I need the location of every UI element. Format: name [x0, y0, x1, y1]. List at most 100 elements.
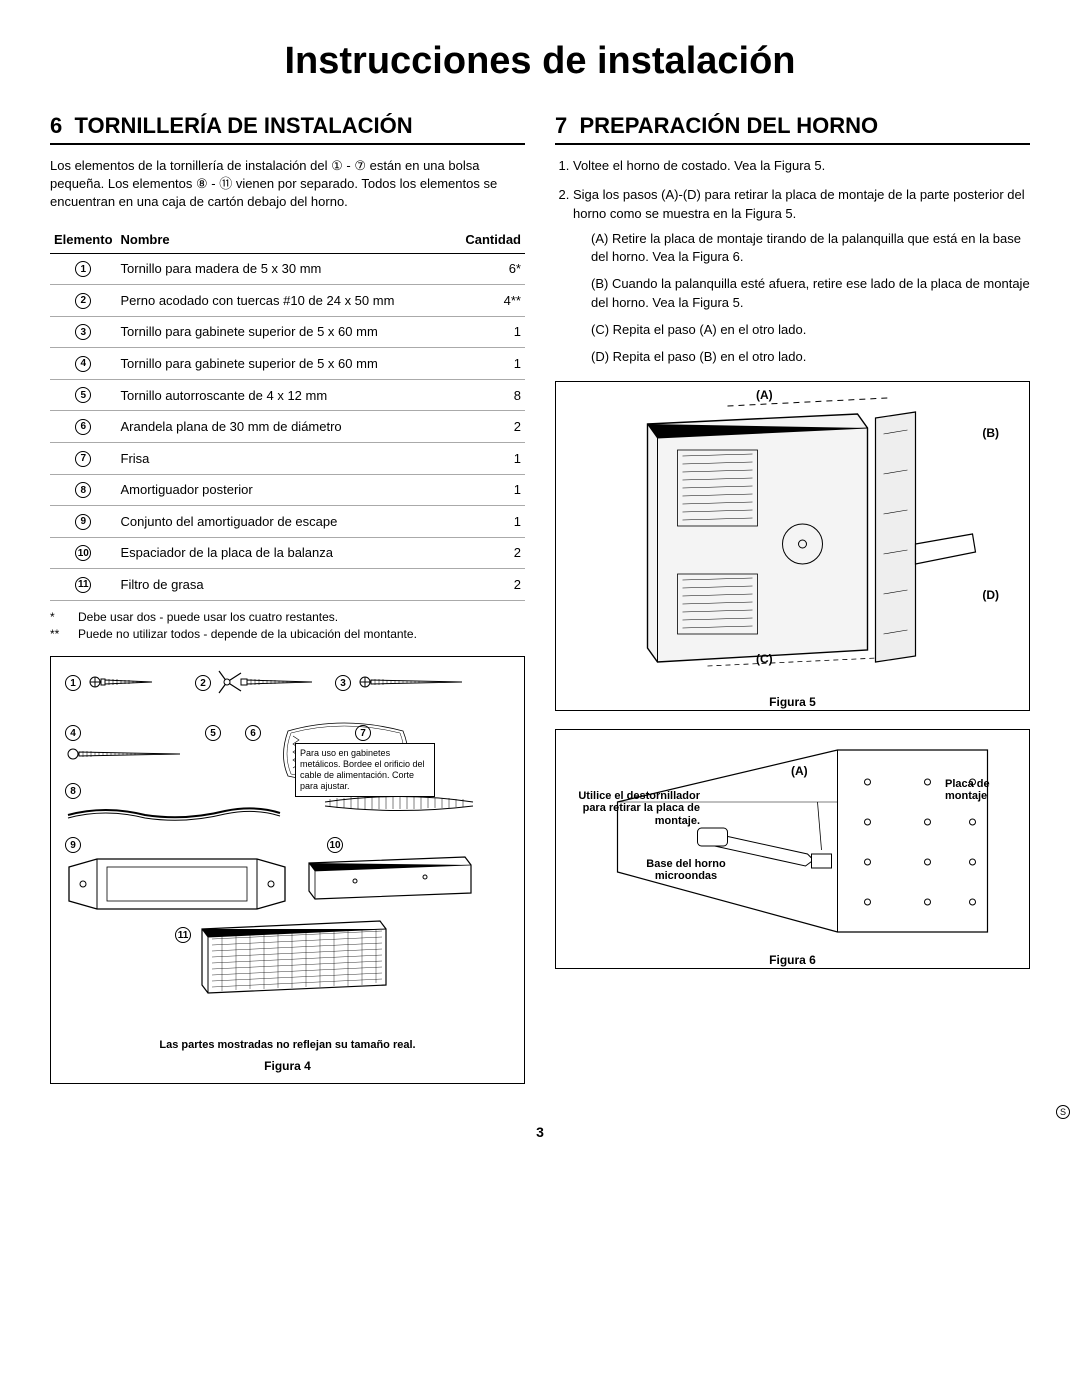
- cell-cantidad: 8: [450, 379, 525, 411]
- label-11: 11: [175, 927, 191, 943]
- table-row: 3Tornillo para gabinete superior de 5 x …: [50, 316, 525, 348]
- cell-cantidad: 1: [450, 474, 525, 506]
- table-row: 6 Arandela plana de 30 mm de diámetro2: [50, 411, 525, 443]
- cell-nombre: Filtro de grasa: [117, 569, 450, 601]
- wood-screw-icon: [87, 671, 157, 693]
- section-7-title: PREPARACIÓN DEL HORNO: [579, 113, 878, 138]
- table-row: 7Frisa1: [50, 442, 525, 474]
- step-1: Voltee el horno de costado. Vea la Figur…: [573, 157, 1030, 176]
- circled-number-icon: 4: [75, 356, 91, 372]
- label-8: 8: [65, 783, 81, 799]
- rear-damper-icon: [65, 801, 285, 825]
- page-number: 3: [50, 1124, 1030, 1140]
- fn2-text: Puede no utilizar todos - depende de la …: [78, 626, 417, 643]
- cell-cantidad: 1: [450, 348, 525, 380]
- table-row: 10Espaciador de la placa de la balanza2: [50, 537, 525, 569]
- fig5-label-b: (B): [982, 426, 999, 440]
- cell-elemento: 11: [50, 569, 117, 601]
- fig6-label-a: (A): [791, 764, 808, 778]
- step-2: Siga los pasos (A)-(D) para retirar la p…: [573, 186, 1030, 367]
- footnote-1: * Debe usar dos - puede usar los cuatro …: [50, 609, 525, 626]
- table-row: 4 Tornillo para gabinete superior de 5 x …: [50, 348, 525, 380]
- cell-elemento: 3: [50, 316, 117, 348]
- cell-nombre: Arandela plana de 30 mm de diámetro: [117, 411, 450, 443]
- cell-elemento: 5: [50, 379, 117, 411]
- fig5-caption: Figura 5: [568, 695, 1017, 709]
- section-6-title: TORNILLERÍA DE INSTALACIÓN: [74, 113, 412, 138]
- cell-elemento: 8: [50, 474, 117, 506]
- circled-number-icon: 11: [75, 577, 91, 593]
- grommet-strip-icon: [325, 793, 475, 811]
- cabinet-screw-2-icon: [65, 743, 185, 765]
- section-6-heading: 6 TORNILLERÍA DE INSTALACIÓN: [50, 113, 525, 145]
- circled-number-icon: 6: [75, 419, 91, 435]
- cell-nombre: Perno acodado con tuercas #10 de 24 x 50…: [117, 285, 450, 317]
- cell-nombre: Tornillo autorroscante de 4 x 12 mm: [117, 379, 450, 411]
- cell-nombre: Amortiguador posterior: [117, 474, 450, 506]
- cell-nombre: Conjunto del amortiguador de escape: [117, 506, 450, 538]
- spacer-plate-icon: [305, 855, 475, 903]
- circled-number-icon: 7: [75, 451, 91, 467]
- label-9: 9: [65, 837, 81, 853]
- cell-nombre: Tornillo para madera de 5 x 30 mm: [117, 253, 450, 285]
- grease-filter-icon: [200, 919, 390, 997]
- label-5: 5: [205, 725, 221, 741]
- cell-elemento: 10: [50, 537, 117, 569]
- figure-5-box: (A) (B) (D) (C) Figura 5: [555, 381, 1030, 711]
- cell-cantidad: 2: [450, 411, 525, 443]
- circled-number-icon: 1: [75, 261, 91, 277]
- table-row: 8 Amortiguador posterior1: [50, 474, 525, 506]
- section-7-number: 7: [555, 113, 567, 138]
- fig6-label-plate: Placa de montaje: [945, 778, 1015, 803]
- label-10: 10: [327, 837, 343, 853]
- figure-4-box: 1 2 3: [50, 656, 525, 1084]
- substeps: (A) Retire la placa de montaje tirando d…: [591, 230, 1030, 367]
- cabinet-screw-icon: [357, 671, 467, 693]
- th-cantidad: Cantidad: [450, 226, 525, 254]
- left-column: 6 TORNILLERÍA DE INSTALACIÓN Los element…: [50, 113, 525, 1084]
- cell-cantidad: 4**: [450, 285, 525, 317]
- fig5-illustration: [568, 394, 1017, 684]
- page-title: Instrucciones de instalación: [50, 40, 1030, 83]
- cell-cantidad: 1: [450, 442, 525, 474]
- section-7-heading: 7 PREPARACIÓN DEL HORNO: [555, 113, 1030, 145]
- cell-elemento: 7: [50, 442, 117, 474]
- label-4: 4: [65, 725, 81, 741]
- footnotes: * Debe usar dos - puede usar los cuatro …: [50, 609, 525, 643]
- fig6-label-screwdriver: Utilice el destornillador para retirar l…: [570, 790, 700, 828]
- th-elemento: Elemento: [50, 226, 117, 254]
- cell-elemento: 4: [50, 348, 117, 380]
- circled-number-icon: 9: [75, 514, 91, 530]
- circled-number-icon: 3: [75, 324, 91, 340]
- cell-nombre: Espaciador de la placa de la balanza: [117, 537, 450, 569]
- cell-elemento: 6: [50, 411, 117, 443]
- fn1-mark: *: [50, 609, 68, 626]
- fig6-label-base: Base del horno microondas: [631, 858, 741, 883]
- steps-list: Voltee el horno de costado. Vea la Figur…: [555, 157, 1030, 367]
- figure-6-box: (A) Utilice el destornillador para retir…: [555, 729, 1030, 969]
- label-2: 2: [195, 675, 211, 691]
- corner-s-mark: S: [1056, 1105, 1070, 1119]
- two-column-layout: 6 TORNILLERÍA DE INSTALACIÓN Los element…: [50, 113, 1030, 1084]
- fn2-mark: **: [50, 626, 68, 643]
- section-6-number: 6: [50, 113, 62, 138]
- circled-number-icon: 5: [75, 387, 91, 403]
- toggle-bolt-icon: [217, 665, 317, 699]
- circled-number-icon: 8: [75, 482, 91, 498]
- table-row: 1 Tornillo para madera de 5 x 30 mm6*: [50, 253, 525, 285]
- cell-nombre: Tornillo para gabinete superior de 5 x 6…: [117, 348, 450, 380]
- fig5-label-c: (C): [756, 652, 773, 666]
- hardware-illustration: 1 2 3: [65, 671, 510, 1031]
- circled-number-icon: 10: [75, 545, 91, 561]
- right-column: 7 PREPARACIÓN DEL HORNO Voltee el horno …: [555, 113, 1030, 1084]
- cell-cantidad: 1: [450, 506, 525, 538]
- cell-cantidad: 6*: [450, 253, 525, 285]
- cell-cantidad: 1: [450, 316, 525, 348]
- fig4-callout: Para uso en gabinetes metálicos. Bordee …: [295, 743, 435, 796]
- circled-number-icon: 2: [75, 293, 91, 309]
- section-6-intro: Los elementos de la tornillería de insta…: [50, 157, 525, 212]
- substep-c: (C) Repita el paso (A) en el otro lado.: [591, 321, 1030, 340]
- table-row: 11Filtro de grasa2: [50, 569, 525, 601]
- fn1-text: Debe usar dos - puede usar los cuatro re…: [78, 609, 338, 626]
- cell-elemento: 2: [50, 285, 117, 317]
